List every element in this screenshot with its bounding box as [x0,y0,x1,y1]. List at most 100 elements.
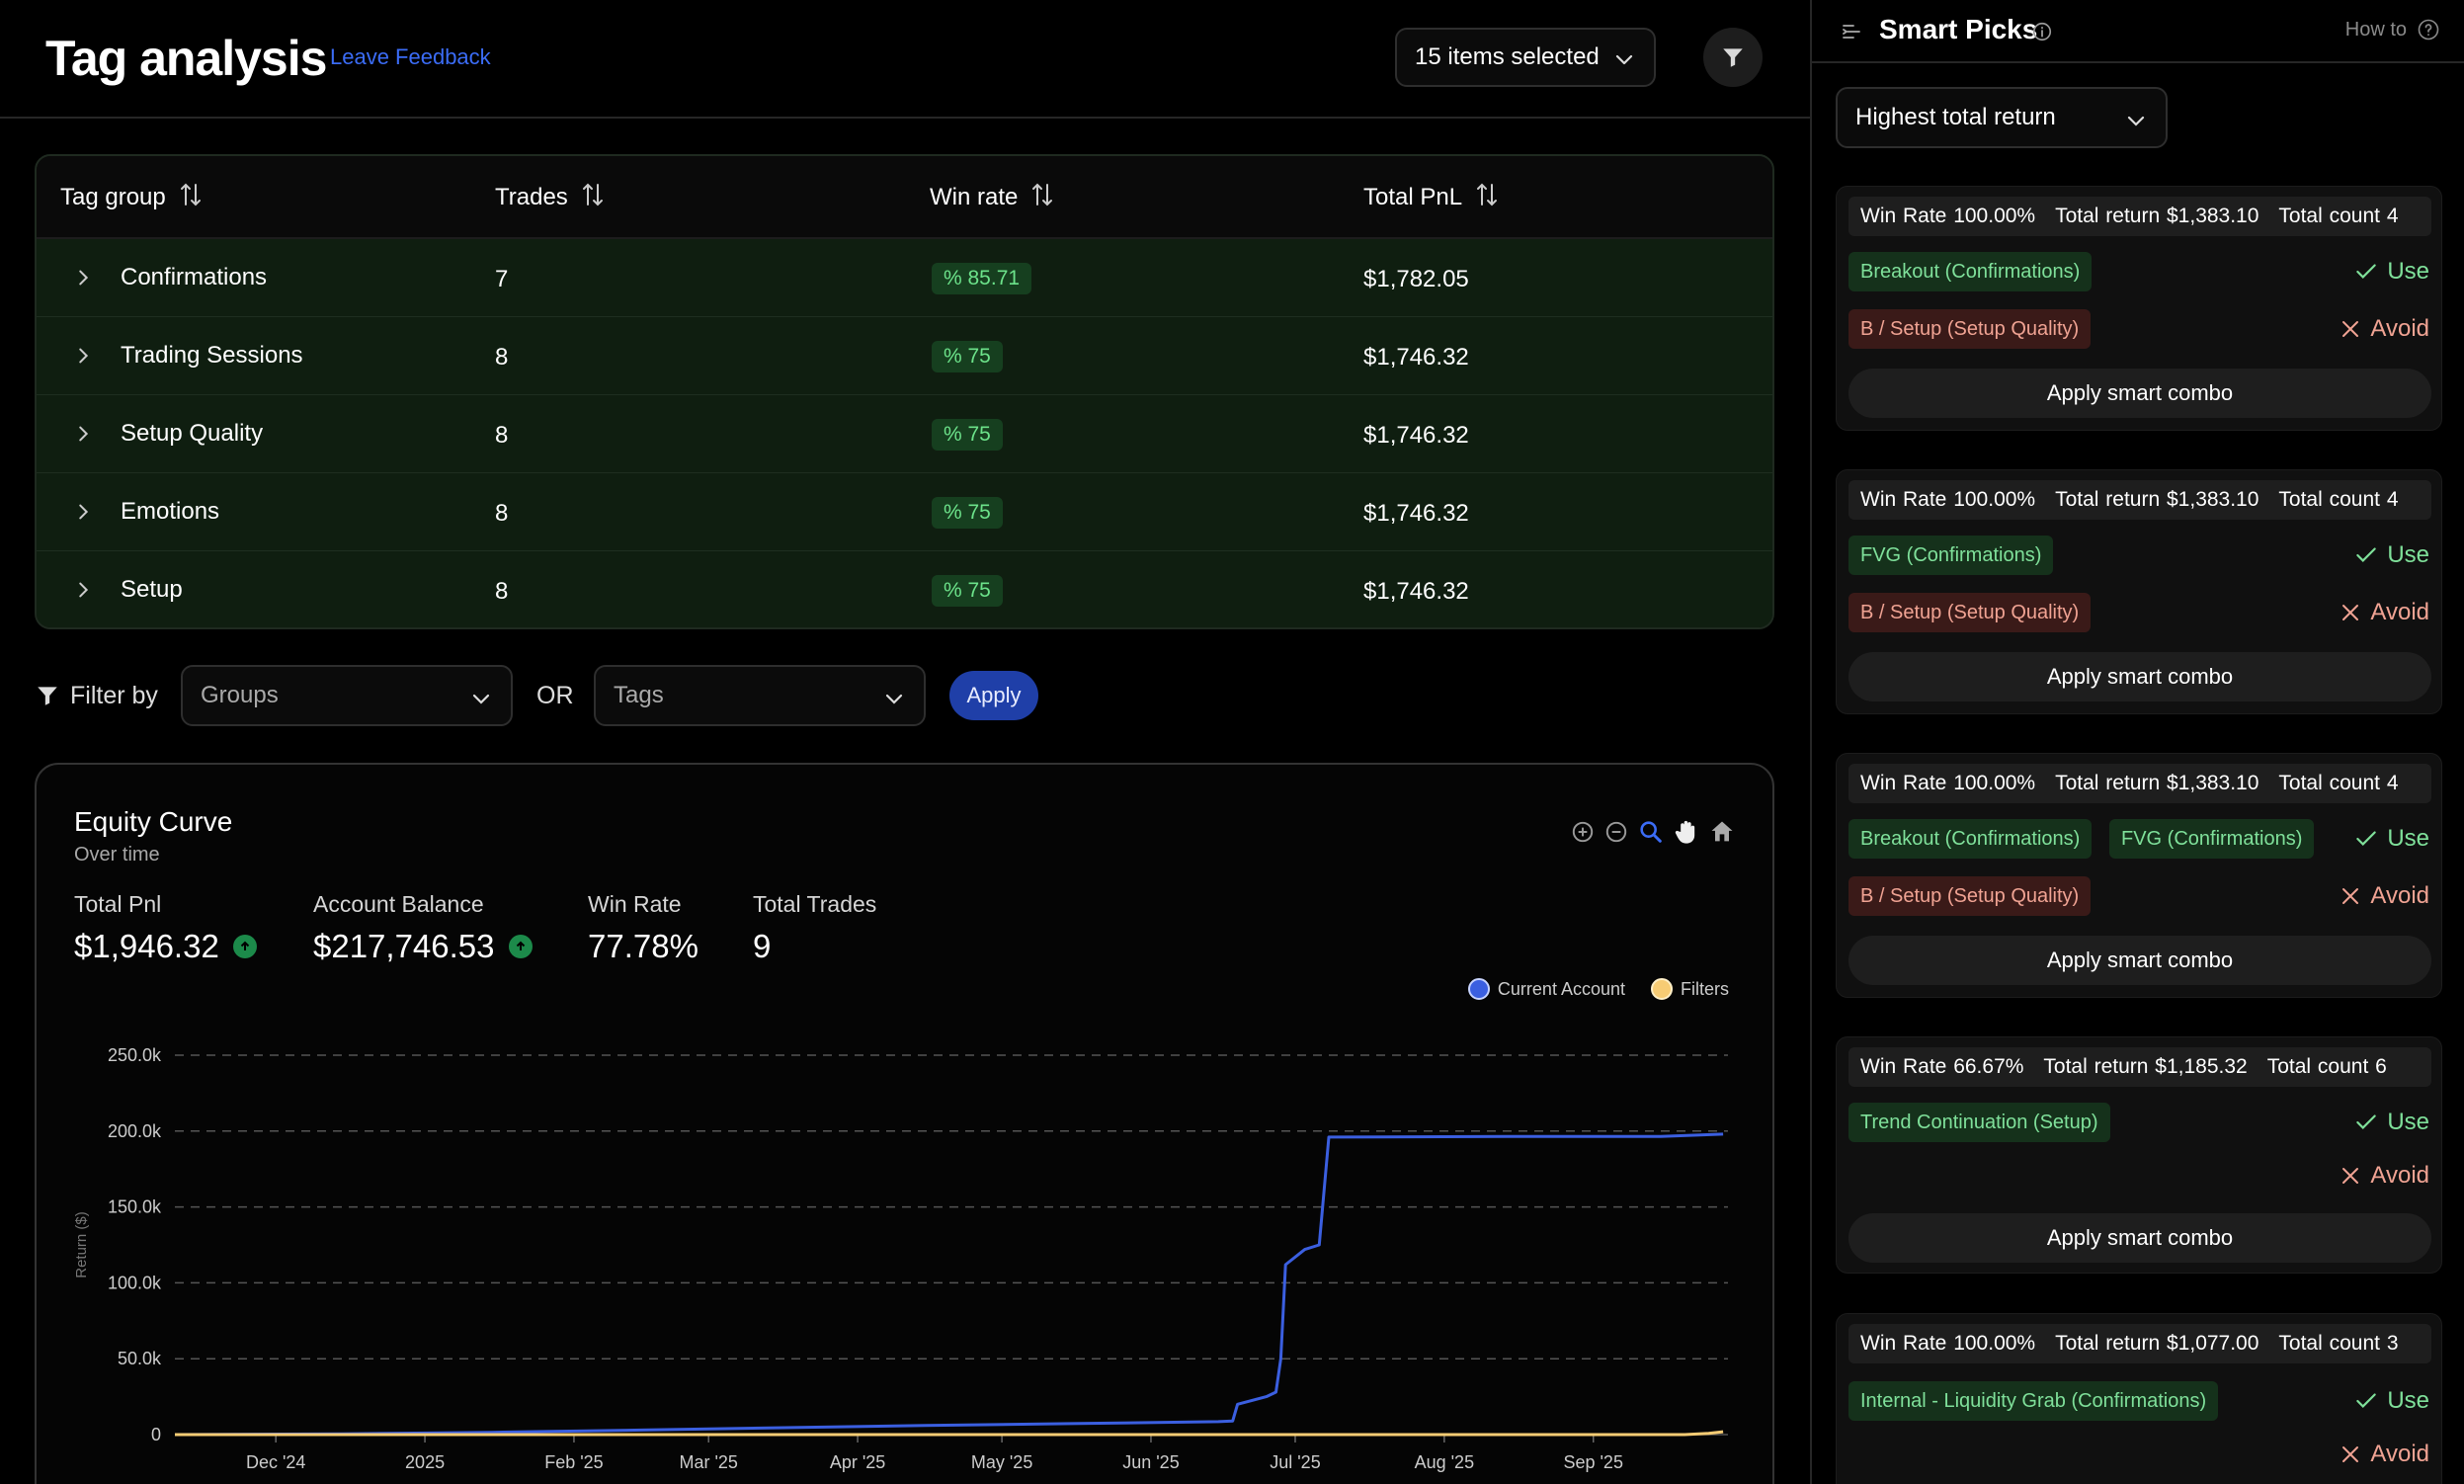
x-tick-label: Apr '25 [830,1452,885,1472]
table-row[interactable]: Setup Quality 8 % 75 $1,746.32 [37,395,1772,473]
chevron-right-icon[interactable] [72,345,94,367]
check-icon [2356,1114,2377,1129]
use-indicator: Use [2353,825,2429,853]
how-to-link[interactable]: How to [2345,18,2440,41]
table-row[interactable]: Setup 8 % 75 $1,746.32 [37,551,1772,627]
total-pnl-value: $1,946.32 [74,928,219,964]
use-tag: Breakout (Confirmations) [1848,252,2093,291]
tags-dropdown[interactable]: Tags [594,665,926,726]
y-tick-label: 100.0k [108,1273,162,1292]
x-tick-label: Dec '24 [246,1452,305,1472]
total-pnl: $1,746.32 [1363,500,1469,527]
apply-filter-button[interactable]: Apply [949,671,1038,720]
avoid-tag: B / Setup (Setup Quality) [1848,876,2092,916]
x-tick-label: Jun '25 [1122,1452,1179,1472]
x-icon [2342,1446,2359,1462]
chevron-down-icon [885,694,903,704]
chevron-down-icon [2127,116,2145,126]
apply-smart-combo-button[interactable]: Apply smart combo [1848,652,2431,701]
col-header-total-pnl[interactable]: Total PnL [1363,183,1500,211]
y-axis-title: Return ($) [73,1211,90,1278]
filter-bar: Filter by Groups OR Tags Apply [35,665,1121,726]
leave-feedback-link[interactable]: Leave Feedback [330,44,491,69]
zoom-in-icon[interactable] [1570,819,1596,845]
items-select-dropdown[interactable]: 15 items selected [1395,28,1656,87]
funnel-icon [38,687,57,705]
stat-win-rate: Win Rate 77.78% [588,891,698,964]
sort-dropdown[interactable]: Highest total return [1836,87,2168,148]
smart-pick-card: Win Rate 100.00% Total return $1,077.00 To… [1836,1313,2442,1484]
pick-stats: Win Rate 66.67% Total return $1,185.32 Tot… [1848,1047,2431,1087]
equity-chart[interactable]: 0 50.0k 100.0k 150.0k 200.0k 250.0k Return ($)… [37,1002,1772,1484]
x-tick-label: May '25 [971,1452,1032,1472]
trades-count: 7 [495,266,509,292]
avoid-tag: B / Setup (Setup Quality) [1848,309,2092,349]
sort-icon [1477,183,1498,206]
collapse-sidebar-icon[interactable] [1840,20,1863,43]
table-header: Tag group Trades Win rate Total PnL [37,156,1772,239]
table-row[interactable]: Confirmations 7 % 85.71 $1,782.05 [37,239,1772,317]
apply-smart-combo-button[interactable]: Apply smart combo [1848,936,2431,985]
chevron-right-icon[interactable] [72,423,94,445]
pick-stats: Win Rate 100.00% Total return $1,383.10 To… [1848,197,2431,236]
use-tag: FVG (Confirmations) [2109,819,2315,859]
equity-title: Equity Curve [74,806,233,837]
chevron-right-icon[interactable] [72,267,94,289]
trades-count: 8 [495,422,509,449]
smart-picks-sidebar: Smart Picks How to Highest total return … [1810,0,2464,1484]
arrow-up-icon [232,935,257,958]
col-header-tag-group[interactable]: Tag group [60,183,204,211]
sort-value: Highest total return [1855,104,2056,130]
chevron-right-icon[interactable] [72,501,94,523]
chart-legend: Current Account Filters [1467,978,1729,1000]
total-pnl: $1,746.32 [1363,422,1469,449]
col-header-trades[interactable]: Trades [495,183,606,211]
use-tag: Internal - Liquidity Grab (Confirmations… [1848,1381,2219,1421]
sort-icon [1032,183,1053,206]
col-header-win-rate[interactable]: Win rate [930,183,1055,211]
page-header: Tag analysis Leave Feedback 15 items sel… [0,0,1810,119]
sort-icon [180,183,201,206]
y-tick-label: 0 [151,1425,161,1444]
win-rate-badge: % 75 [932,575,1003,607]
y-tick-label: 50.0k [118,1349,162,1368]
zoom-out-icon[interactable] [1603,819,1629,845]
or-label: OR [536,682,574,709]
avoid-indicator: Avoid [2339,882,2429,910]
series-line-filters [175,1430,1724,1437]
home-icon[interactable] [1708,818,1736,846]
use-indicator: Use [2353,541,2429,569]
tag-group-name: Setup [121,576,183,603]
apply-smart-combo-button[interactable]: Apply smart combo [1848,1213,2431,1263]
check-icon [2356,1393,2377,1408]
avoid-indicator: Avoid [2339,1441,2429,1468]
legend-item-filters[interactable]: Filters [1651,978,1729,1000]
avoid-indicator: Avoid [2339,599,2429,626]
trades-count: 8 [495,578,509,605]
groups-placeholder: Groups [201,682,279,708]
stat-total-trades: Total Trades 9 [753,891,877,964]
table-row[interactable]: Emotions 8 % 75 $1,746.32 [37,473,1772,551]
avoid-indicator: Avoid [2339,315,2429,343]
account-balance-value: $217,746.53 [313,928,495,964]
total-pnl: $1,746.32 [1363,344,1469,371]
filter-button[interactable] [1703,28,1763,87]
apply-smart-combo-button[interactable]: Apply smart combo [1848,369,2431,418]
x-icon [2342,321,2359,337]
table-row[interactable]: Trading Sessions 8 % 75 $1,746.32 [37,317,1772,395]
total-pnl: $1,746.32 [1363,578,1469,605]
pick-stats: Win Rate 100.00% Total return $1,383.10 To… [1848,480,2431,520]
check-icon [2356,264,2377,279]
chevron-right-icon[interactable] [72,579,94,601]
info-icon[interactable] [2031,21,2053,42]
groups-dropdown[interactable]: Groups [181,665,513,726]
magnifier-icon[interactable] [1637,818,1665,846]
y-tick-label: 150.0k [108,1197,162,1217]
total-pnl: $1,782.05 [1363,266,1469,292]
tag-group-name: Trading Sessions [121,342,303,369]
tag-group-name: Setup Quality [121,420,264,447]
legend-item-current-account[interactable]: Current Account [1467,978,1625,1000]
help-icon [2418,19,2439,41]
page-title: Tag analysis [45,31,327,86]
pan-hand-icon[interactable] [1673,818,1700,846]
